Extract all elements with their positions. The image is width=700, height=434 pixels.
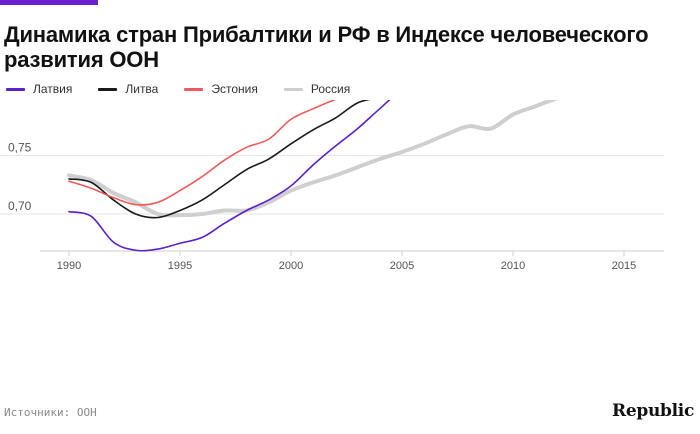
source-note: Источники: ООН — [4, 406, 97, 419]
series-line-1 — [68, 100, 391, 252]
x-tick-label: 2000 — [279, 260, 303, 272]
legend: Латвия Литва Эстония Россия — [6, 80, 376, 98]
republic-logo: Republic — [612, 401, 694, 421]
y-tick-label: 0,70 — [8, 199, 32, 213]
x-tick-label: 2010 — [501, 260, 525, 272]
y-tick-label: 0,75 — [8, 141, 32, 155]
x-tick-label: 2015 — [612, 260, 636, 272]
legend-item: Литва — [98, 82, 158, 96]
legend-label: Литва — [125, 82, 159, 96]
legend-item: Эстония — [184, 82, 258, 96]
legend-label: Эстония — [211, 82, 258, 96]
legend-item: Латвия — [6, 82, 72, 96]
grid — [0, 155, 664, 215]
series-layer — [67, 100, 559, 252]
x-tick-label: 1990 — [57, 260, 81, 272]
x-axis: 1990 1995 2000 2005 2010 2015 — [40, 250, 664, 272]
legend-label: Латвия — [33, 82, 73, 96]
series-line-2 — [68, 100, 371, 219]
series-line-3 — [68, 100, 336, 206]
legend-swatch — [6, 87, 25, 91]
legend-label: Россия — [310, 82, 351, 96]
x-tick-label: 1995 — [168, 260, 192, 272]
chart-title: Динамика стран Прибалтики и РФ в Индексе… — [4, 22, 649, 72]
legend-item: Россия — [283, 82, 351, 96]
legend-swatch — [184, 87, 204, 91]
legend-swatch — [283, 87, 303, 91]
legend-swatch — [98, 87, 118, 91]
accent-bar — [0, 0, 98, 5]
series-line-4 — [67, 100, 559, 218]
x-tick-label: 2005 — [390, 260, 414, 272]
y-axis: 0,700,750,800,85 — [8, 141, 32, 214]
